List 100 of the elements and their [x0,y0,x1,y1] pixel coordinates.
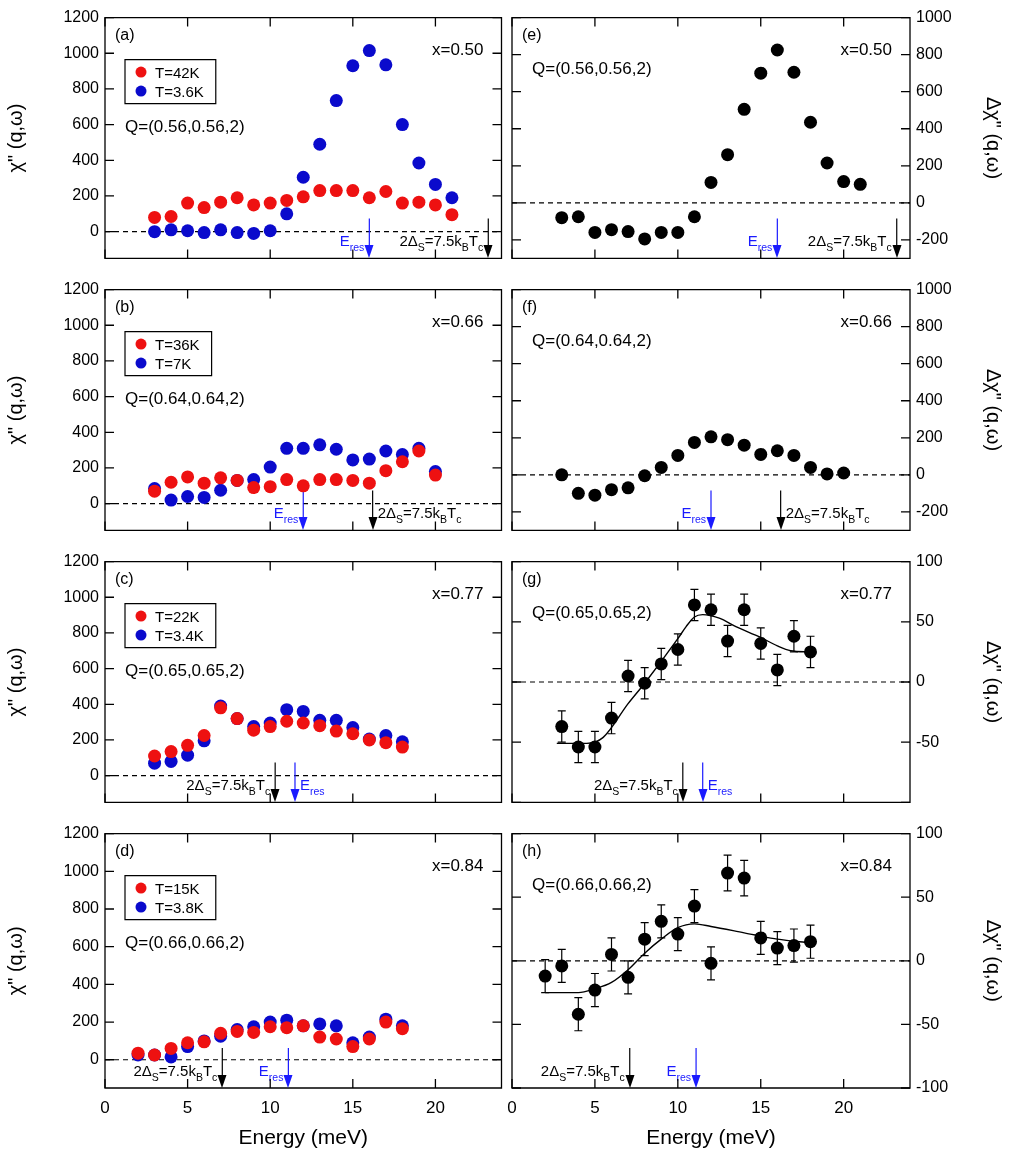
x-tick-label: 15 [751,1097,771,1117]
y-axis-title: Δχ" (q,ω) [983,919,1006,1002]
y-tick-label: 1200 [63,8,100,26]
y-tick-label: 1000 [916,8,952,26]
y-tick-label: 400 [72,150,100,168]
y-tick-label: 400 [916,119,943,137]
y-axis-title: Δχ" (q,ω) [983,96,1006,180]
y-tick-label: 1000 [63,315,100,333]
y-tick-label: 100 [916,824,943,842]
annotation: (d) [115,841,135,859]
annotation: x=0.84 [431,855,484,875]
legend-label: T=36K [155,335,200,353]
annotation: Q=(0.56,0.56,2) [125,116,245,136]
annotation: (h) [522,841,542,859]
y-tick-label: 200 [72,1012,100,1030]
legend-label: T=22K [155,607,200,625]
y-axis-title: χ" (q,ω) [3,375,26,445]
x-tick-label: 10 [260,1097,280,1117]
y-tick-label: 600 [916,82,943,100]
annotation: Q=(0.66,0.66,2) [532,874,652,894]
y-tick-label: 800 [72,623,100,641]
y-tick-label: 200 [916,428,943,446]
legend-label: T=15K [155,879,200,897]
y-tick-label: 400 [72,694,100,712]
legend-label: T=42K [155,63,200,81]
annotation: (a) [115,25,135,43]
legend-label: T=7K [155,354,192,372]
annotation: x=0.66 [840,311,892,331]
y-tick-label: 0 [916,193,925,211]
y-tick-label: 0 [916,672,925,690]
annotation: x=0.66 [431,311,484,331]
y-tick-label: 100 [916,552,943,570]
x-tick-label: 20 [834,1097,854,1117]
y-tick-label: 400 [72,974,100,992]
annotation: Q=(0.64,0.64,2) [125,388,245,408]
legend-label: T=3.8K [155,898,204,916]
y-tick-label: 800 [72,899,100,917]
y-axis-title: χ" (q,ω) [3,926,26,996]
x-axis-title: Energy (meV) [646,1125,776,1149]
y-tick-label: 50 [916,887,934,905]
y-tick-label: 200 [72,730,100,748]
y-tick-label: -50 [916,732,940,750]
annotation: x=0.77 [431,583,484,603]
y-tick-label: 1000 [63,861,100,879]
legend-label: T=3.6K [155,82,204,100]
annotation: Q=(0.65,0.65,2) [125,660,245,680]
x-tick-label: 5 [182,1097,193,1117]
x-axis-title: Energy (meV) [238,1125,369,1149]
y-tick-label: 1000 [63,43,100,61]
x-tick-label: 10 [668,1097,688,1117]
y-tick-label: 0 [90,766,100,784]
y-tick-label: -200 [916,502,949,520]
annotation: x=0.50 [840,39,892,59]
y-tick-label: 600 [916,354,943,372]
y-tick-label: 800 [916,317,943,335]
annotation: x=0.84 [840,855,892,875]
annotation: Q=(0.65,0.65,2) [532,602,652,622]
annotation: (c) [115,569,134,587]
y-tick-label: 600 [72,937,100,955]
y-tick-label: 400 [916,391,943,409]
y-tick-label: 400 [72,422,100,440]
y-tick-label: 600 [72,115,100,133]
y-tick-label: 200 [72,186,100,204]
x-tick-label: 5 [590,1097,600,1117]
y-axis-title: χ" (q,ω) [3,103,26,173]
x-tick-label: 20 [425,1097,445,1117]
y-tick-label: 1000 [63,587,100,605]
y-tick-label: 1000 [916,280,952,298]
annotation: x=0.50 [431,39,484,59]
annotation: (e) [522,25,542,43]
y-tick-label: 0 [90,494,100,512]
y-tick-label: 1200 [63,824,100,842]
x-tick-label: 0 [507,1097,517,1117]
y-tick-label: 800 [72,351,100,369]
annotation: Q=(0.66,0.66,2) [125,932,245,952]
y-axis-title: Δχ" (q,ω) [983,368,1006,452]
y-tick-label: 600 [72,387,100,405]
y-tick-label: -200 [916,230,949,248]
annotation: x=0.77 [840,583,892,603]
annotation: Q=(0.56,0.56,2) [532,58,652,78]
y-tick-label: 1200 [63,552,100,570]
y-tick-label: 600 [72,659,100,677]
annotation: Q=(0.64,0.64,2) [532,330,652,350]
y-tick-label: 200 [72,458,100,476]
y-tick-label: 0 [916,465,925,483]
x-tick-label: 15 [343,1097,363,1117]
annotation: (b) [115,297,135,315]
y-tick-label: 200 [916,156,943,174]
y-tick-label: -100 [916,1078,949,1096]
y-tick-label: 0 [90,1050,100,1068]
y-tick-label: 50 [916,612,934,630]
annotation: (g) [522,569,542,587]
y-tick-label: 0 [916,951,925,969]
y-axis-title: χ" (q,ω) [3,647,26,717]
y-tick-label: 0 [90,222,100,240]
y-tick-label: 800 [72,79,100,97]
annotation: (f) [522,297,538,315]
legend-label: T=3.4K [155,626,204,644]
y-tick-label: 800 [916,45,943,63]
y-tick-label: -50 [916,1014,940,1032]
